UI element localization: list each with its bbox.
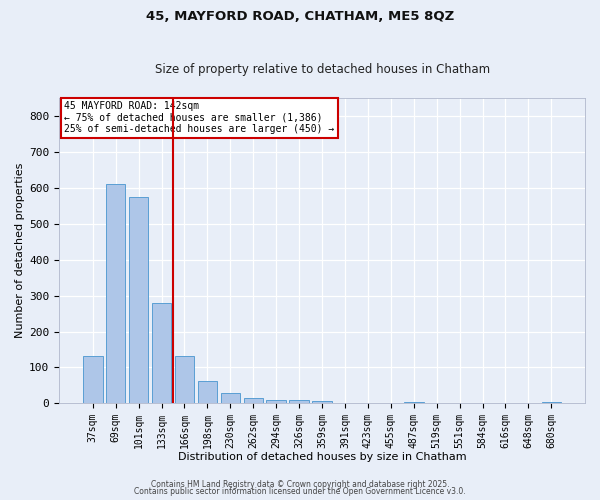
Bar xyxy=(244,398,263,404)
Title: Size of property relative to detached houses in Chatham: Size of property relative to detached ho… xyxy=(155,63,490,76)
Bar xyxy=(313,401,332,404)
Text: Contains HM Land Registry data © Crown copyright and database right 2025.: Contains HM Land Registry data © Crown c… xyxy=(151,480,449,489)
Bar xyxy=(106,184,125,404)
Bar xyxy=(175,356,194,404)
Bar xyxy=(83,356,103,404)
Bar xyxy=(152,304,172,404)
Bar xyxy=(289,400,309,404)
Bar xyxy=(542,402,561,404)
Text: Contains public sector information licensed under the Open Government Licence v3: Contains public sector information licen… xyxy=(134,487,466,496)
Bar xyxy=(221,394,240,404)
Text: 45 MAYFORD ROAD: 142sqm
← 75% of detached houses are smaller (1,386)
25% of semi: 45 MAYFORD ROAD: 142sqm ← 75% of detache… xyxy=(64,101,335,134)
Bar xyxy=(404,402,424,404)
Bar xyxy=(197,381,217,404)
X-axis label: Distribution of detached houses by size in Chatham: Distribution of detached houses by size … xyxy=(178,452,466,462)
Y-axis label: Number of detached properties: Number of detached properties xyxy=(15,163,25,338)
Text: 45, MAYFORD ROAD, CHATHAM, ME5 8QZ: 45, MAYFORD ROAD, CHATHAM, ME5 8QZ xyxy=(146,10,454,23)
Bar xyxy=(266,400,286,404)
Bar xyxy=(129,197,148,404)
